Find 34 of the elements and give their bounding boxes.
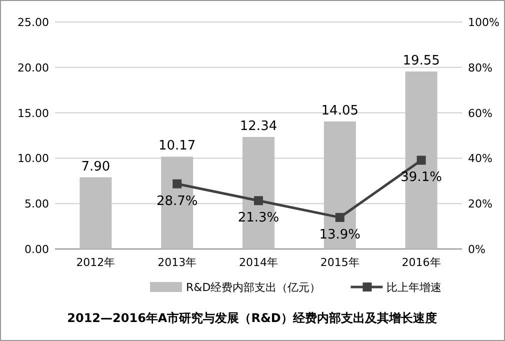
data-label: 7.90 bbox=[81, 159, 110, 174]
data-label: 39.1% bbox=[400, 170, 442, 186]
x-tick-label: 2015年 bbox=[320, 256, 360, 269]
y2-tick-label: 80% bbox=[468, 61, 492, 74]
legend-label: R&D经费内部支出（亿元） bbox=[186, 281, 321, 294]
x-tick-label: 2016年 bbox=[402, 256, 441, 269]
data-label: 14.05 bbox=[321, 103, 359, 118]
y-tick-label: 20.00 bbox=[18, 61, 49, 74]
data-label: 12.34 bbox=[240, 118, 278, 134]
x-tick-label: 2013年 bbox=[158, 256, 197, 269]
y-tick-label: 0.00 bbox=[24, 243, 49, 256]
y-tick-label: 10.00 bbox=[18, 152, 49, 166]
x-tick-label: 2014年 bbox=[239, 256, 278, 269]
y2-tick-label: 0% bbox=[468, 243, 486, 256]
data-label: 13.9% bbox=[319, 227, 361, 242]
y2-tick-label: 20% bbox=[468, 198, 492, 211]
data-label: 21.3% bbox=[238, 210, 280, 226]
x-tick-label: 2012年 bbox=[76, 256, 116, 269]
point bbox=[172, 179, 182, 188]
data-label: 28.7% bbox=[156, 194, 198, 209]
point bbox=[416, 156, 426, 165]
data-label: 10.17 bbox=[158, 138, 196, 154]
y-tick-label: 15.00 bbox=[18, 106, 49, 120]
y-tick-label: 5.00 bbox=[24, 198, 49, 211]
y2-tick-label: 60% bbox=[468, 106, 492, 120]
point bbox=[335, 212, 344, 222]
bar bbox=[80, 177, 112, 249]
legend-label: 比上年增速 bbox=[386, 281, 442, 294]
y2-tick-label: 40% bbox=[468, 152, 492, 166]
data-label: 19.55 bbox=[402, 53, 440, 68]
text: 2012—2016年A市研究与发展（R&D）经费内部支出及其增长速度 bbox=[67, 311, 437, 325]
y2-tick-label: 100% bbox=[468, 16, 500, 29]
y-tick-label: 25.00 bbox=[18, 16, 49, 29]
point bbox=[254, 196, 263, 206]
